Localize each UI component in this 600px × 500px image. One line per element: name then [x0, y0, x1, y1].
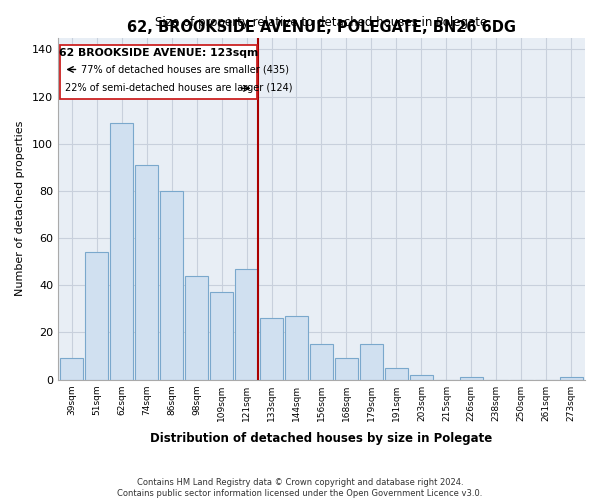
Bar	[285, 316, 308, 380]
Text: Size of property relative to detached houses in Polegate: Size of property relative to detached ho…	[155, 16, 488, 29]
Bar	[310, 344, 333, 380]
Bar	[136, 165, 158, 380]
X-axis label: Distribution of detached houses by size in Polegate: Distribution of detached houses by size …	[151, 432, 493, 445]
Bar	[260, 318, 283, 380]
Text: 77% of detached houses are smaller (435): 77% of detached houses are smaller (435)	[81, 64, 289, 74]
FancyBboxPatch shape	[59, 44, 257, 99]
Bar	[385, 368, 407, 380]
Bar	[560, 378, 583, 380]
Bar	[61, 358, 83, 380]
Bar	[410, 375, 433, 380]
Bar	[360, 344, 383, 380]
Bar	[335, 358, 358, 380]
Bar	[85, 252, 108, 380]
Text: Contains HM Land Registry data © Crown copyright and database right 2024.
Contai: Contains HM Land Registry data © Crown c…	[118, 478, 482, 498]
Bar	[460, 378, 482, 380]
Bar	[110, 122, 133, 380]
Bar	[185, 276, 208, 380]
Text: 62 BROOKSIDE AVENUE: 123sqm: 62 BROOKSIDE AVENUE: 123sqm	[59, 48, 258, 58]
Bar	[160, 191, 183, 380]
Bar	[235, 269, 258, 380]
Y-axis label: Number of detached properties: Number of detached properties	[15, 121, 25, 296]
Title: 62, BROOKSIDE AVENUE, POLEGATE, BN26 6DG: 62, BROOKSIDE AVENUE, POLEGATE, BN26 6DG	[127, 20, 516, 35]
Text: 22% of semi-detached houses are larger (124): 22% of semi-detached houses are larger (…	[65, 84, 292, 94]
Bar	[211, 292, 233, 380]
